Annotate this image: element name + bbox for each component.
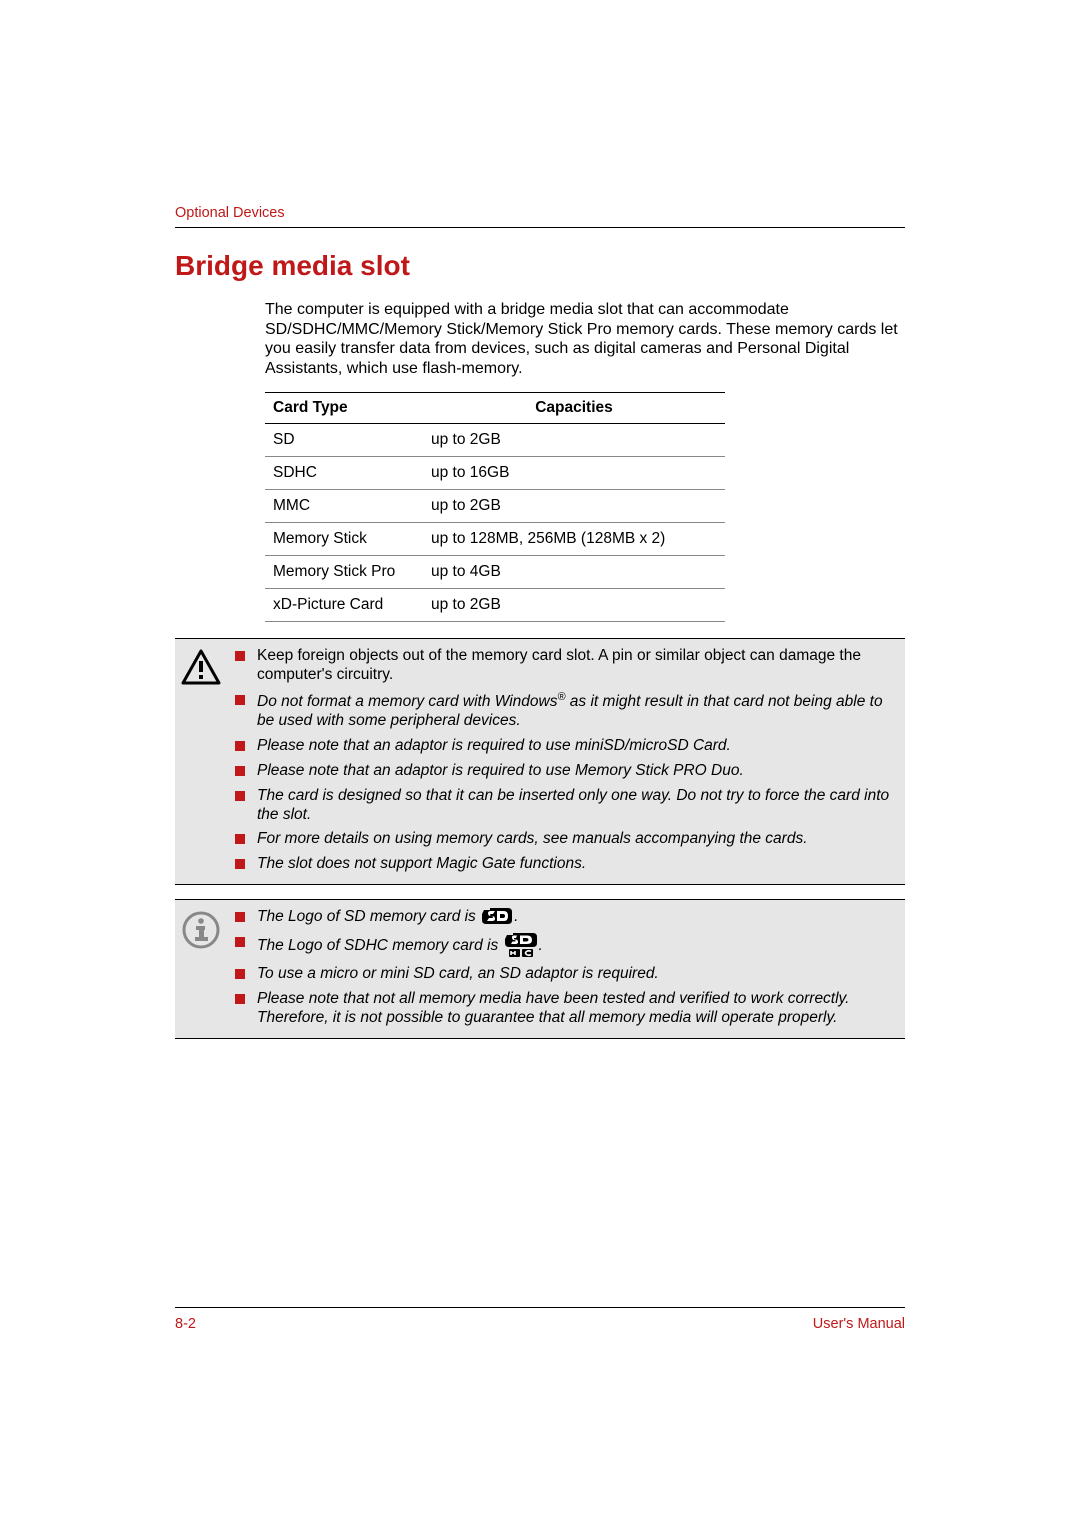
list-item-text: For more details on using memory cards, … (257, 830, 808, 847)
cell-capacity: up to 2GB (423, 424, 725, 457)
info-list: The Logo of SD memory card is . The Logo … (235, 908, 895, 1028)
cell-type: Memory Stick (265, 523, 423, 556)
bullet-icon (235, 651, 245, 661)
cell-type: SD (265, 424, 423, 457)
caution-list: Keep foreign objects out of the memory c… (235, 647, 895, 874)
bullet-icon (235, 969, 245, 979)
list-item: Please note that not all memory media ha… (235, 990, 895, 1028)
bullet-icon (235, 859, 245, 869)
bullet-icon (235, 834, 245, 844)
manual-page: Optional Devices Bridge media slot The c… (0, 0, 1080, 1527)
footer-page-number: 8-2 (175, 1316, 196, 1332)
bullet-icon (235, 912, 245, 922)
bullet-icon (235, 791, 245, 801)
cell-capacity: up to 2GB (423, 490, 725, 523)
list-item: Please note that an adaptor is required … (235, 762, 895, 781)
cell-type: MMC (265, 490, 423, 523)
list-item-text: To use a micro or mini SD card, an SD ad… (257, 965, 659, 982)
table-header-type: Card Type (265, 393, 423, 424)
list-item-text: Please note that an adaptor is required … (257, 737, 731, 754)
info-box: The Logo of SD memory card is . The Logo … (175, 899, 905, 1039)
bullet-icon (235, 695, 245, 705)
list-item-text: The Logo of SD memory card is . (257, 908, 518, 925)
cell-capacity: up to 2GB (423, 589, 725, 622)
list-item-text: The Logo of SDHC memory card is . (257, 937, 543, 954)
table-row: Memory Stick Proup to 4GB (265, 556, 725, 589)
list-item: For more details on using memory cards, … (235, 830, 895, 849)
caution-icon (181, 647, 223, 874)
list-item-text: The card is designed so that it can be i… (257, 787, 889, 823)
list-item-text: The slot does not support Magic Gate fun… (257, 855, 586, 872)
table-row: SDup to 2GB (265, 424, 725, 457)
footer-manual-label: User's Manual (813, 1316, 905, 1332)
cell-type: xD-Picture Card (265, 589, 423, 622)
header-rule (175, 227, 905, 228)
cell-capacity: up to 16GB (423, 457, 725, 490)
table-row: MMCup to 2GB (265, 490, 725, 523)
cell-type: Memory Stick Pro (265, 556, 423, 589)
list-item: The slot does not support Magic Gate fun… (235, 855, 895, 874)
list-item-text: Keep foreign objects out of the memory c… (257, 647, 861, 683)
bullet-icon (235, 741, 245, 751)
page-footer: 8-2 User's Manual (175, 1307, 905, 1332)
bullet-icon (235, 766, 245, 776)
table-row: xD-Picture Cardup to 2GB (265, 589, 725, 622)
info-icon (181, 908, 223, 1028)
caution-content: Keep foreign objects out of the memory c… (235, 647, 895, 874)
bullet-icon (235, 937, 245, 947)
list-item: The Logo of SDHC memory card is . (235, 933, 895, 959)
cell-type: SDHC (265, 457, 423, 490)
caution-box: Keep foreign objects out of the memory c… (175, 638, 905, 885)
section-intro: The computer is equipped with a bridge m… (265, 300, 905, 378)
list-item-text: Do not format a memory card with Windows… (257, 693, 883, 729)
header-section-label: Optional Devices (175, 205, 905, 221)
list-item: The card is designed so that it can be i… (235, 787, 895, 825)
bullet-icon (235, 994, 245, 1004)
list-item: The Logo of SD memory card is . (235, 908, 895, 927)
footer-rule (175, 1307, 905, 1308)
list-item: Keep foreign objects out of the memory c… (235, 647, 895, 685)
table-row: Memory Stickup to 128MB, 256MB (128MB x … (265, 523, 725, 556)
list-item-text: Please note that an adaptor is required … (257, 762, 744, 779)
list-item: Please note that an adaptor is required … (235, 737, 895, 756)
list-item-text: Please note that not all memory media ha… (257, 990, 849, 1026)
table-body: SDup to 2GB SDHCup to 16GB MMCup to 2GB … (265, 424, 725, 622)
table-header-capacity: Capacities (423, 393, 725, 424)
table-row: SDHCup to 16GB (265, 457, 725, 490)
cell-capacity: up to 128MB, 256MB (128MB x 2) (423, 523, 725, 556)
list-item: Do not format a memory card with Windows… (235, 691, 895, 731)
section-title: Bridge media slot (175, 250, 905, 282)
cell-capacity: up to 4GB (423, 556, 725, 589)
list-item: To use a micro or mini SD card, an SD ad… (235, 965, 895, 984)
info-content: The Logo of SD memory card is . The Logo … (235, 908, 895, 1028)
card-capacity-table: Card Type Capacities SDup to 2GB SDHCup … (265, 392, 725, 622)
